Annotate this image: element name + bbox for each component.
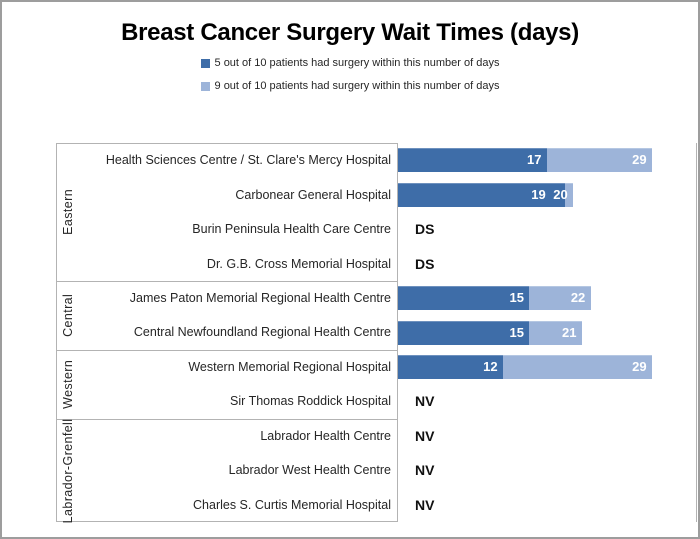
legend-item-5of10: 5 out of 10 patients had surgery within …	[200, 57, 500, 69]
category-label: Burin Peninsula Health Care Centre	[192, 222, 391, 237]
bar-segment-5of10	[398, 286, 530, 311]
category-label: Western Memorial Regional Hospital	[188, 359, 391, 374]
legend: 5 out of 10 patients had surgery within …	[2, 57, 698, 92]
category-label: Sir Thomas Roddick Hospital	[230, 394, 391, 409]
region-label: Labrador-Grenfell	[61, 417, 75, 523]
bar-value-9of10: 21	[562, 324, 577, 340]
bar-segment-5of10	[398, 182, 565, 207]
bar-value-5of10: 15	[509, 290, 524, 306]
bar-segment-9of10	[529, 320, 583, 345]
legend-label-5of10: 5 out of 10 patients had surgery within …	[214, 57, 500, 69]
bar-segment-5of10	[398, 148, 547, 173]
bar-segment-9of10	[503, 354, 653, 379]
category-label: Health Sciences Centre / St. Clare's Mer…	[105, 153, 391, 168]
no-data-note: NV	[415, 496, 435, 513]
no-data-note: DS	[415, 255, 435, 272]
chart-title: Breast Cancer Surgery Wait Times (days)	[121, 19, 579, 46]
bar-value-5of10: 12	[483, 358, 498, 374]
bar-segment-9of10	[564, 182, 574, 207]
legend-swatch-light-icon	[200, 81, 210, 91]
region-label: Central	[61, 293, 75, 337]
bar-segment-5of10	[398, 354, 504, 379]
category-label: Charles S. Curtis Memorial Hospital	[193, 497, 391, 512]
category-label: Labrador Health Centre	[260, 428, 391, 443]
legend-swatch-dark-icon	[200, 58, 210, 68]
category-label: Carbonear General Hospital	[235, 187, 391, 202]
region-label: Eastern	[61, 188, 75, 235]
bar-value-5of10: 17	[527, 152, 542, 168]
bar-segment-5of10	[398, 320, 530, 345]
legend-item-9of10: 9 out of 10 patients had surgery within …	[200, 80, 500, 92]
plot-area-right-border	[696, 143, 697, 522]
no-data-note: NV	[415, 427, 435, 444]
bar-segment-9of10	[547, 148, 653, 173]
legend-label-9of10: 9 out of 10 patients had surgery within …	[214, 80, 500, 92]
category-label-box	[56, 143, 398, 522]
category-label: Dr. G.B. Cross Memorial Hospital	[206, 256, 391, 271]
bar-value-9of10: 29	[632, 358, 647, 374]
region-divider	[56, 349, 398, 351]
region-label: Western	[61, 359, 75, 409]
bar-value-9of10: 29	[632, 152, 647, 168]
no-data-note: NV	[415, 393, 435, 410]
region-divider	[56, 280, 398, 282]
region-divider	[56, 418, 398, 420]
no-data-note: NV	[415, 462, 435, 479]
bar-value-9of10: 22	[570, 290, 586, 306]
bar-value-5of10: 15	[509, 324, 524, 340]
category-label: James Paton Memorial Regional Health Cen…	[129, 291, 391, 306]
no-data-note: DS	[415, 221, 435, 238]
bar-segment-9of10	[529, 286, 591, 311]
category-label: Central Newfoundland Regional Health Cen…	[133, 325, 391, 340]
category-label: Labrador West Health Centre	[228, 463, 391, 478]
bar-value-9of10: 20	[553, 186, 568, 202]
bar-value-5of10: 19	[531, 186, 546, 202]
